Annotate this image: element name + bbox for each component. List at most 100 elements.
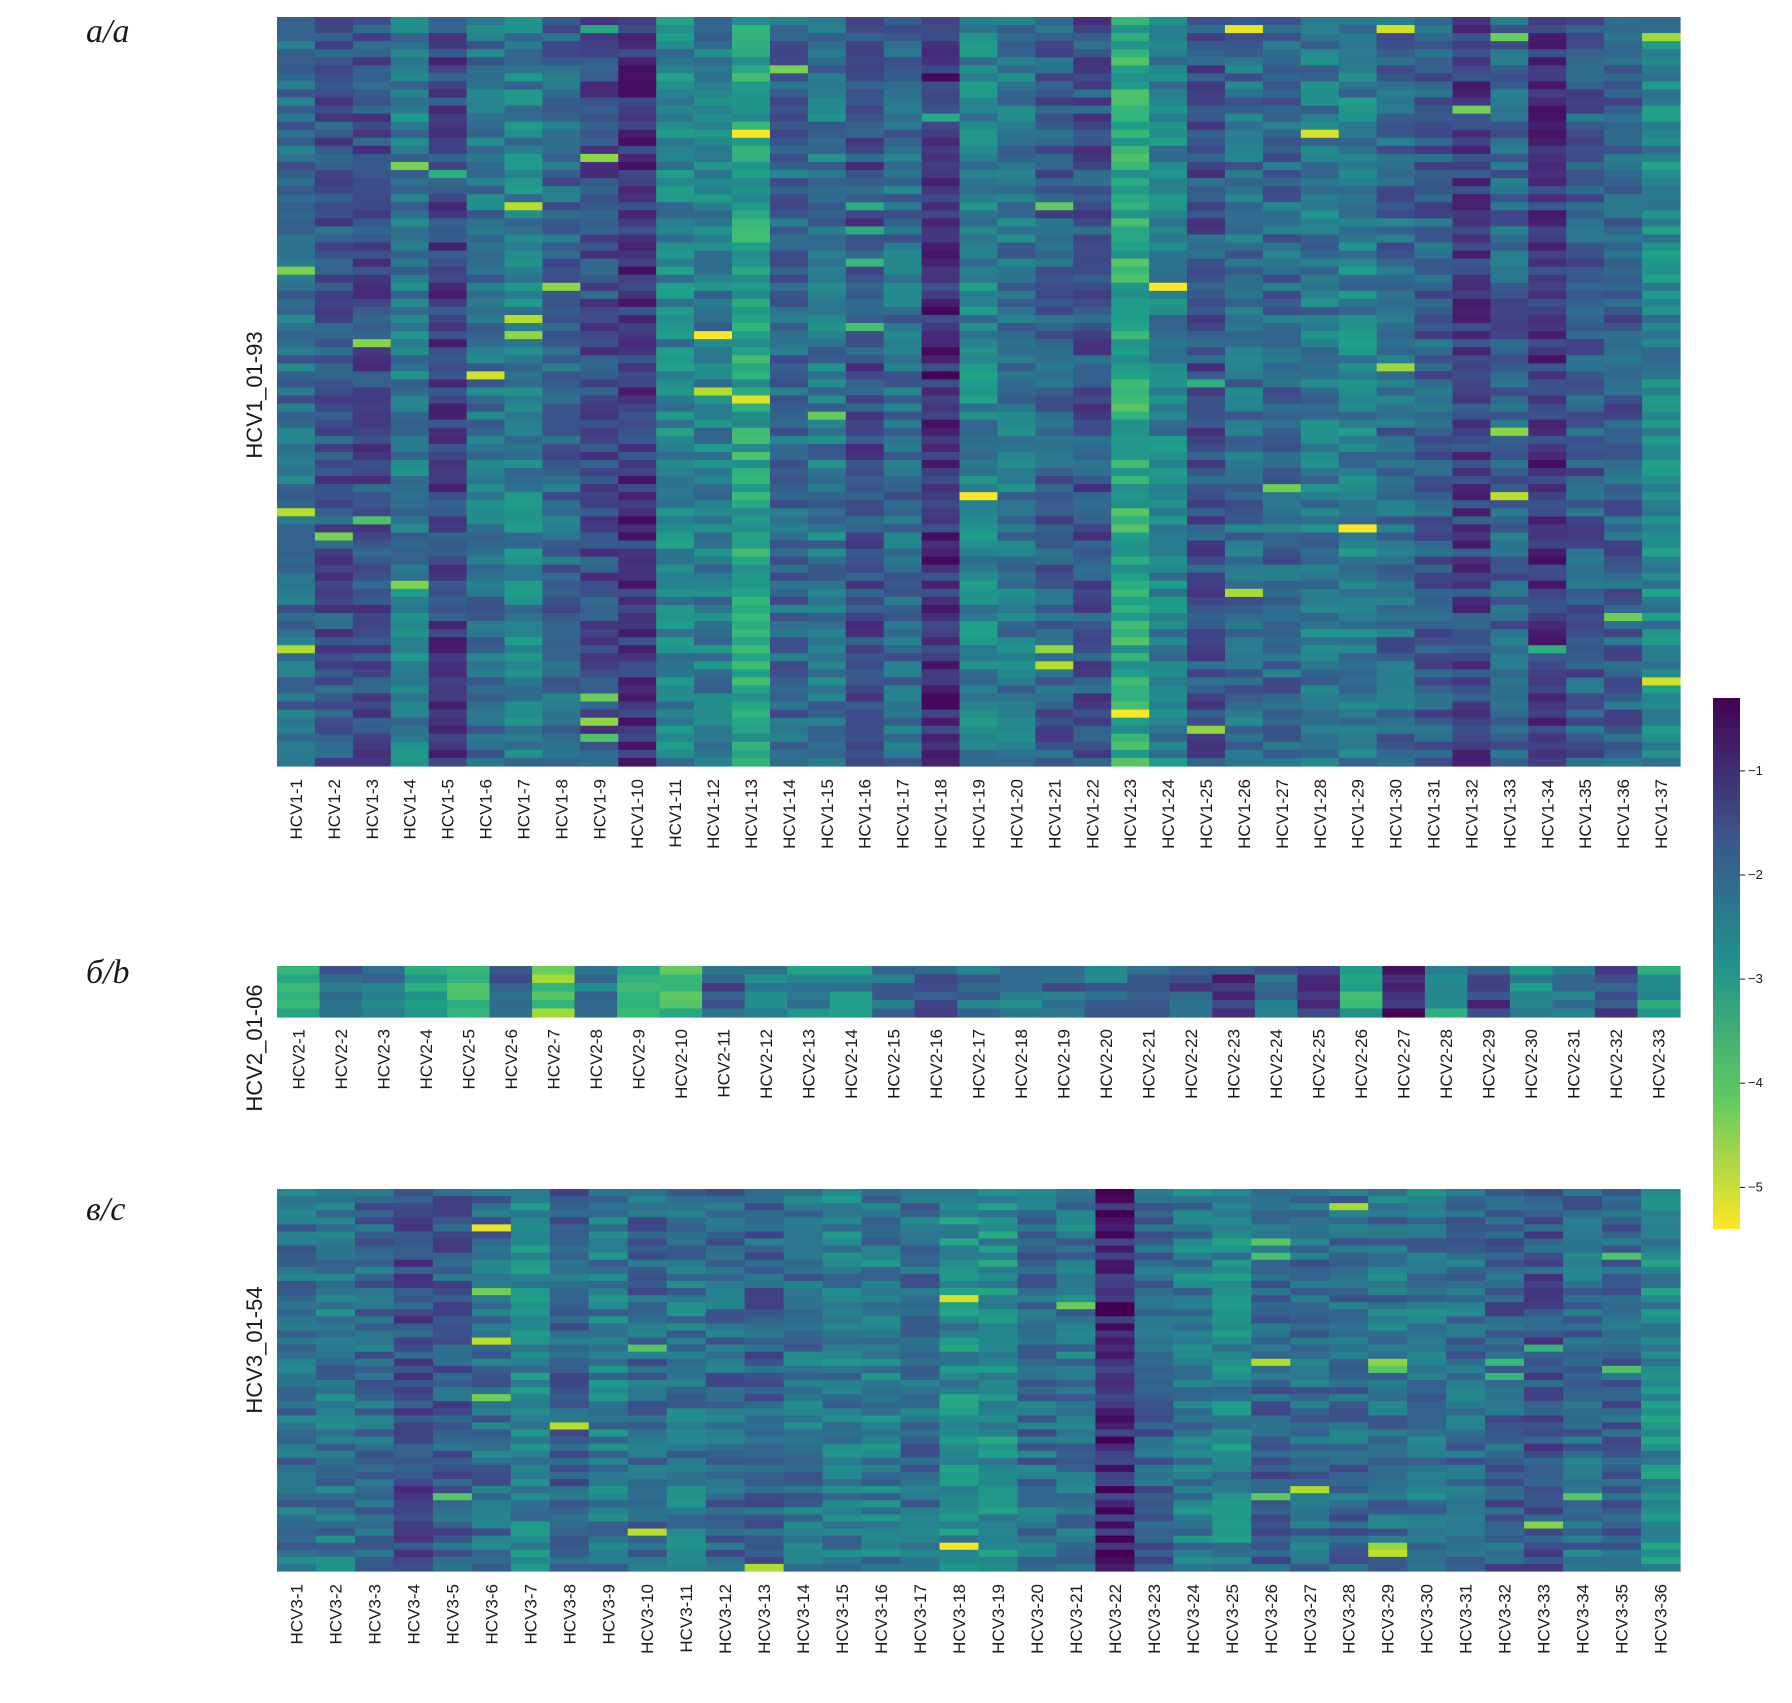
heatmap-cell: [390, 306, 430, 316]
heatmap-cell: [504, 645, 544, 654]
heatmap-cell: [1338, 757, 1378, 767]
heatmap-cell: [883, 653, 923, 662]
heatmap-cell: [822, 1217, 863, 1225]
heatmap-cell: [1642, 516, 1681, 525]
heatmap-cell: [1111, 653, 1150, 662]
heatmap-cell: [1017, 1302, 1058, 1310]
heatmap-cell: [921, 347, 961, 356]
heatmap-cell: [1035, 371, 1074, 381]
heatmap-cell: [705, 1479, 746, 1487]
heatmap-cell: [822, 1450, 863, 1459]
heatmap-cell: [580, 57, 619, 66]
heatmap-cell: [921, 17, 961, 26]
heatmap-cell: [393, 1295, 434, 1303]
heatmap-cell: [588, 1380, 629, 1388]
heatmap-cell: [618, 669, 657, 678]
heatmap-cell: [997, 89, 1036, 99]
heatmap-cell: [1452, 137, 1492, 147]
heatmap-cell: [705, 1280, 746, 1289]
heatmap-cell: [1035, 242, 1074, 252]
heatmap-cell: [314, 170, 354, 179]
heatmap-cell: [466, 532, 506, 542]
heatmap-cell: [542, 500, 581, 509]
heatmap-cell: [861, 1528, 902, 1537]
heatmap-cell: [822, 1500, 863, 1508]
heatmap-cell: [1111, 97, 1150, 107]
heatmap-cell: [732, 435, 771, 445]
heatmap-cell: [1262, 226, 1302, 236]
heatmap-cell: [1073, 572, 1112, 582]
heatmap-cell: [959, 757, 999, 767]
heatmap-cell: [1149, 298, 1188, 308]
heatmap-cell: [1095, 1429, 1135, 1438]
heatmap-cell: [1035, 274, 1074, 284]
heatmap-cell: [1073, 161, 1112, 171]
heatmap-cell: [504, 612, 544, 622]
heatmap-cell: [861, 1337, 902, 1346]
heatmap-cell: [1414, 250, 1454, 260]
heatmap-cell: [354, 1295, 395, 1303]
heatmap-cell: [1528, 629, 1567, 638]
heatmap-cell: [354, 1507, 395, 1515]
heatmap-cell: [314, 532, 354, 542]
heatmap-cell: [666, 1464, 707, 1473]
heatmap-cell: [705, 1394, 746, 1402]
heatmap-cell: [1187, 468, 1226, 477]
heatmap-cell: [1173, 1323, 1213, 1332]
heatmap-cell: [1111, 339, 1150, 348]
heatmap-cell: [883, 153, 923, 163]
heatmap-cell: [845, 49, 885, 58]
heatmap-cell: [466, 556, 506, 566]
heatmap-cell: [1566, 49, 1605, 58]
heatmap-cell: [694, 653, 733, 662]
heatmap-cell: [471, 1217, 512, 1225]
heatmap-cell: [921, 65, 961, 74]
heatmap-cell: [1566, 749, 1605, 759]
heatmap-cell: [277, 532, 316, 542]
heatmap-cell: [959, 653, 999, 662]
heatmap-cell: [314, 347, 354, 356]
heatmap-cell: [783, 1443, 824, 1452]
heatmap-cell: [1056, 1203, 1097, 1211]
heatmap-cell: [1642, 580, 1681, 590]
heatmap-cell: [277, 1394, 317, 1402]
heatmap-cell: [959, 451, 999, 461]
heatmap-cell: [861, 1259, 902, 1268]
heatmap-cell: [694, 33, 733, 42]
heatmap-cell: [428, 282, 468, 292]
heatmap-cell: [921, 274, 961, 284]
heatmap-cell: [314, 476, 354, 485]
heatmap-cell: [466, 258, 506, 268]
heatmap-cell: [807, 701, 847, 711]
heatmap-cell: [390, 137, 430, 147]
heatmap-cell: [694, 484, 733, 493]
heatmap-cell: [656, 81, 695, 91]
heatmap-cell: [1134, 1486, 1174, 1494]
heatmap-cell: [1452, 234, 1492, 244]
heatmap-cell: [1528, 17, 1567, 26]
heatmap-cell: [1262, 484, 1302, 493]
heatmap-cell: [471, 1224, 512, 1233]
heatmap-cell: [883, 274, 923, 284]
heatmap-cell: [1111, 17, 1150, 26]
heatmap-cell: [900, 1323, 941, 1332]
heatmap-cell: [542, 234, 581, 244]
heatmap-cell: [1224, 443, 1264, 453]
heatmap-cell: [1528, 234, 1567, 244]
heatmap-cell: [428, 49, 468, 58]
heatmap-cell: [1134, 1189, 1174, 1197]
heatmap-cell: [744, 1387, 785, 1395]
heatmap-cell: [542, 749, 581, 759]
heatmap-cell: [744, 1210, 785, 1218]
heatmap-cell: [1224, 258, 1264, 268]
heatmap-cell: [1073, 661, 1112, 670]
heatmap-cell: [618, 266, 657, 276]
heatmap-cell: [627, 1203, 668, 1211]
heatmap-cell: [510, 1443, 551, 1452]
heatmap-cell: [504, 347, 544, 356]
heatmap-cell: [1149, 33, 1188, 42]
heatmap-cell: [542, 532, 581, 542]
heatmap-cell: [1187, 347, 1226, 356]
heatmap-cell: [1262, 97, 1302, 107]
heatmap-cell: [694, 145, 733, 155]
